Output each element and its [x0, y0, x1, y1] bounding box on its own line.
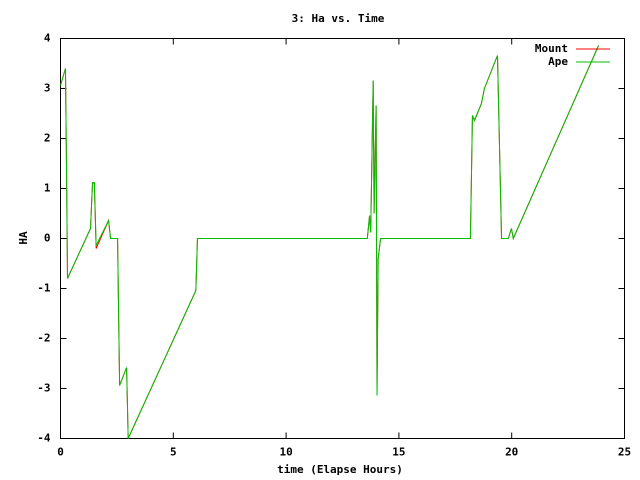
y-tick-label: 1 — [44, 182, 51, 195]
y-tick-label: 2 — [44, 132, 51, 145]
y-tick-label: -4 — [37, 432, 51, 445]
x-axis-label: time (Elapse Hours) — [277, 463, 403, 476]
chart-title: 3: Ha vs. Time — [292, 12, 385, 25]
y-axis-label: HA — [17, 231, 30, 245]
data-line — [60, 45, 600, 439]
legend-label: Mount — [535, 42, 568, 55]
x-tick-label: 10 — [279, 446, 292, 459]
y-tick-label: 4 — [44, 32, 51, 45]
y-tick-label: 3 — [44, 82, 51, 95]
y-tick-label: -2 — [37, 332, 50, 345]
y-tick-label: 0 — [44, 232, 51, 245]
data-line — [60, 45, 600, 439]
y-tick-label: -3 — [37, 382, 50, 395]
x-tick-label: 5 — [170, 446, 177, 459]
x-tick-label: 15 — [392, 446, 405, 459]
x-tick-label: 25 — [618, 446, 631, 459]
x-tick-label: 0 — [57, 446, 64, 459]
x-tick-label: 20 — [505, 446, 518, 459]
legend-label: Ape — [548, 55, 568, 68]
y-tick-label: -1 — [37, 282, 51, 295]
